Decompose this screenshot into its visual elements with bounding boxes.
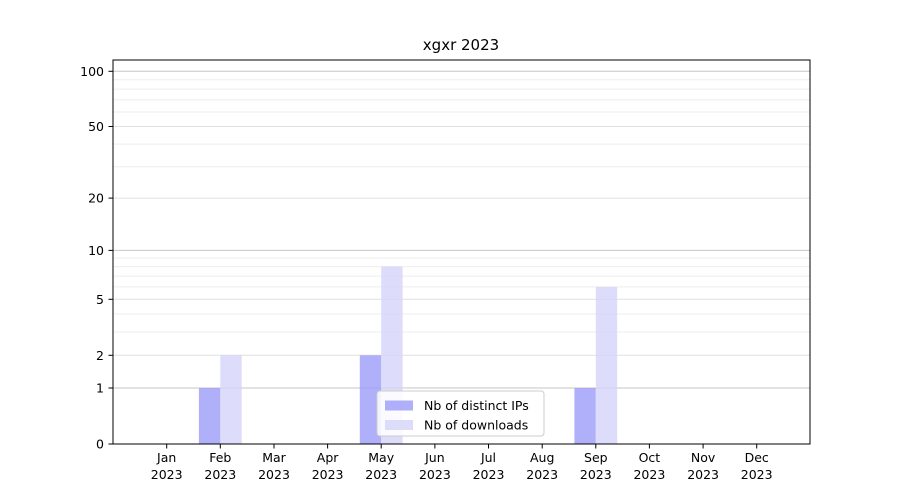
bar-nb-of-downloads-feb bbox=[220, 355, 242, 444]
y-tick-label-5: 5 bbox=[96, 292, 104, 307]
legend-label-downloads: Nb of downloads bbox=[424, 418, 528, 433]
legend: Nb of distinct IPs Nb of downloads bbox=[376, 390, 545, 437]
y-tick-label-100: 100 bbox=[80, 64, 104, 79]
x-tick-label-oct: Oct 2023 bbox=[633, 450, 665, 482]
x-tick-label-sep: Sep 2023 bbox=[580, 450, 612, 482]
y-tick-label-10: 10 bbox=[88, 243, 104, 258]
chart-title: xgxr 2023 bbox=[423, 36, 499, 54]
bar-nb-of-distinct-ips-may bbox=[359, 355, 382, 444]
y-tick-label-2: 2 bbox=[96, 348, 104, 363]
x-tick-label-apr: Apr 2023 bbox=[312, 450, 344, 482]
axis-ticks bbox=[108, 70, 758, 449]
plot-frame bbox=[112, 59, 811, 445]
x-tick-label-mar: Mar 2023 bbox=[258, 450, 290, 482]
bar-nb-of-downloads-sep bbox=[595, 286, 618, 444]
y-tick-label-1: 1 bbox=[96, 381, 104, 396]
x-tick-label-nov: Nov 2023 bbox=[687, 450, 719, 482]
bar-nb-of-distinct-ips-sep bbox=[574, 388, 596, 444]
y-axis-labels: 0 1 2 5 10 20 50 100 bbox=[80, 64, 104, 452]
legend-swatch-distinct-ips bbox=[385, 400, 413, 411]
x-axis-labels: Jan 2023 Feb 2023 Mar 2023 Apr 2023 May 2023 Jun 20… bbox=[151, 450, 773, 482]
y-tick-label-0: 0 bbox=[96, 437, 104, 452]
x-tick-label-dec: Dec 2023 bbox=[741, 450, 773, 482]
gridlines bbox=[113, 70, 810, 389]
legend-swatch-downloads bbox=[385, 420, 413, 430]
y-tick-label-20: 20 bbox=[88, 191, 104, 206]
legend-label-distinct-ips: Nb of distinct IPs bbox=[424, 398, 529, 413]
x-tick-label-jun: Jun 2023 bbox=[419, 450, 451, 482]
x-tick-label-aug: Aug 2023 bbox=[526, 450, 558, 482]
legend-box bbox=[376, 390, 545, 437]
x-tick-label-jan: Jan 2023 bbox=[151, 450, 183, 482]
bar-nb-of-distinct-ips-feb bbox=[198, 388, 221, 444]
y-tick-label-50: 50 bbox=[88, 119, 104, 134]
x-tick-label-may: May 2023 bbox=[365, 450, 397, 482]
x-tick-label-feb: Feb 2023 bbox=[204, 450, 236, 482]
x-tick-label-jul: Jul 2023 bbox=[473, 450, 505, 482]
